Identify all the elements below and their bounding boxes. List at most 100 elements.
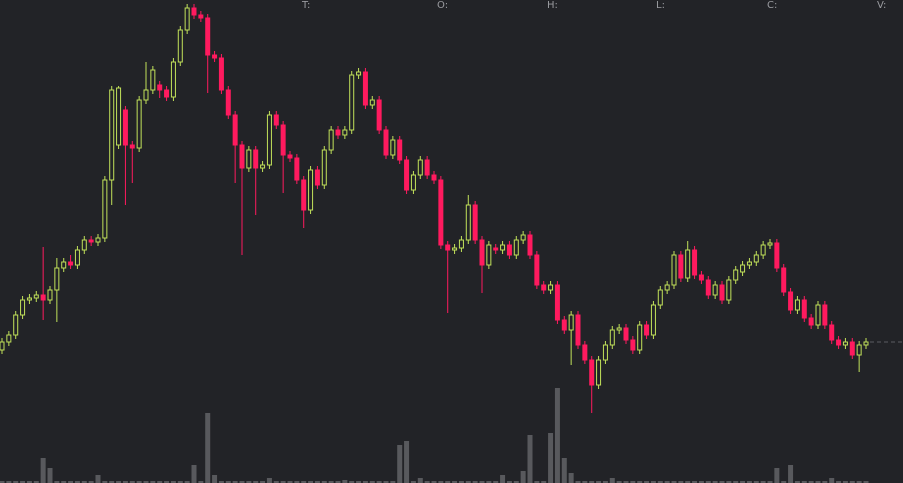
candle-body <box>266 114 272 166</box>
volume-bar <box>349 481 355 483</box>
candle-body <box>520 234 526 241</box>
volume-bar <box>287 481 293 483</box>
candle-body <box>390 139 396 156</box>
volume-bar <box>61 481 67 483</box>
volume-bar <box>342 480 348 483</box>
candle-body <box>609 329 615 346</box>
volume-bar <box>431 481 437 483</box>
candle-body <box>13 314 19 336</box>
volume-bar <box>671 481 677 483</box>
volume-bar <box>520 471 526 483</box>
candle-body <box>479 239 485 266</box>
volume-bar <box>616 481 622 483</box>
volume-bar <box>493 481 499 483</box>
volume-bar <box>150 481 156 483</box>
volume-bar <box>609 478 615 483</box>
volume-bar <box>253 481 259 483</box>
candle-body <box>548 284 554 291</box>
candle-body <box>465 204 471 241</box>
volume-bar <box>410 481 416 483</box>
volume-bar <box>596 481 602 483</box>
candle-body <box>81 239 87 251</box>
candle-body <box>424 159 430 176</box>
candle-body <box>116 87 122 146</box>
volume-bar <box>136 481 142 483</box>
volume-bar <box>849 481 855 483</box>
volume-bar <box>479 481 485 483</box>
candle-body <box>342 129 348 136</box>
candle-body <box>698 274 704 281</box>
volume-bar <box>657 481 663 483</box>
candle-body <box>561 319 567 331</box>
candle-body <box>218 57 224 91</box>
candle-body <box>308 169 314 211</box>
candle-body <box>260 164 266 169</box>
volume-bar <box>829 478 835 483</box>
volume-bar <box>678 481 684 483</box>
candle-body <box>596 359 602 386</box>
volume-bar <box>122 481 128 483</box>
volume-bar <box>513 481 519 483</box>
candle-body <box>0 341 5 351</box>
header-label: T: <box>301 0 310 11</box>
volume-bar <box>417 478 423 483</box>
candle-body <box>829 324 835 341</box>
candle-body <box>692 249 698 276</box>
candle-body <box>280 124 286 156</box>
volume-bar <box>822 481 828 483</box>
volume-bar <box>506 481 512 483</box>
volume-bar <box>0 481 5 483</box>
candle-body <box>438 179 444 246</box>
volume-bar <box>280 481 286 483</box>
candle-body <box>369 99 375 106</box>
volume-bar <box>740 481 746 483</box>
header-label: C: <box>767 0 777 11</box>
volume-bar <box>486 481 492 483</box>
volume-bar <box>68 481 74 483</box>
candle-body <box>534 254 540 286</box>
candle-body <box>232 114 238 146</box>
candle-body <box>815 304 821 326</box>
volume-bar <box>554 388 560 483</box>
candle-body <box>733 269 739 281</box>
volume-bar <box>808 481 814 483</box>
volume-bar <box>369 481 375 483</box>
candle-body <box>95 237 101 243</box>
candle-body <box>198 14 204 19</box>
candle-body <box>493 247 499 251</box>
volume-bar <box>698 481 704 483</box>
volume-bar <box>109 481 115 483</box>
volume-bar <box>390 481 396 483</box>
volume-bar <box>692 481 698 483</box>
volume-bar <box>650 481 656 483</box>
volume-bar <box>726 481 732 483</box>
header-label: L: <box>656 0 665 11</box>
candle-body <box>774 242 780 269</box>
volume-bar <box>314 481 320 483</box>
volume-bar <box>81 481 87 483</box>
candle-body <box>452 247 458 251</box>
volume-bar <box>589 481 595 483</box>
candle-body <box>602 344 608 361</box>
candle-body <box>314 169 320 186</box>
candle-body <box>616 327 622 331</box>
volume-bar <box>328 481 334 483</box>
candle-body <box>177 29 183 63</box>
candle-body <box>500 244 506 251</box>
candle-body <box>760 244 766 256</box>
volume-bar <box>760 481 766 483</box>
candle-body <box>246 149 252 169</box>
candle-body <box>637 324 643 351</box>
volume-bar <box>321 481 327 483</box>
volume-bar <box>212 475 218 483</box>
candle-body <box>445 244 451 251</box>
candle-body <box>349 74 355 131</box>
volume-bar <box>362 481 368 483</box>
volume-bar <box>164 481 170 483</box>
volume-bar <box>266 478 272 483</box>
volume-bar <box>753 481 759 483</box>
candle-body <box>630 339 636 351</box>
candle-body <box>253 149 259 169</box>
candle-body <box>788 291 794 311</box>
candle-body <box>383 129 389 156</box>
